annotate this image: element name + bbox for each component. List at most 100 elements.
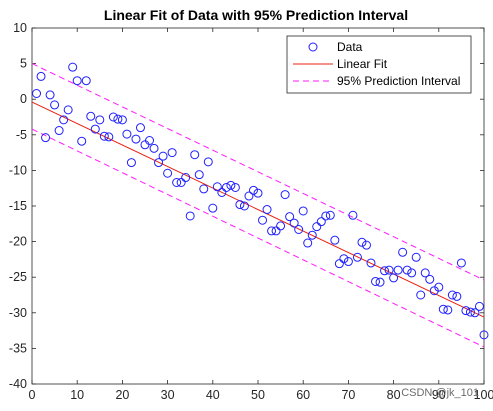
data-point (63, 105, 73, 115)
data-point (443, 305, 453, 315)
y-tick-label: -20 (9, 235, 27, 249)
data-point (334, 259, 344, 269)
data-point (280, 190, 290, 200)
data-point (248, 185, 258, 195)
y-tick-label: -40 (9, 377, 27, 391)
legend: Data Linear Fit 95% Prediction Interval (286, 35, 472, 94)
data-point (45, 90, 55, 100)
data-point (420, 268, 430, 278)
data-point (54, 126, 64, 136)
data-point (154, 158, 164, 168)
x-tick-label: 50 (251, 388, 265, 402)
series-layer (31, 62, 489, 348)
data-point (226, 180, 236, 190)
data-point (352, 252, 362, 262)
data-point (321, 211, 331, 221)
data-point (343, 257, 353, 267)
data-point (371, 276, 381, 286)
data-point (339, 254, 349, 264)
x-tick-label: 60 (296, 388, 310, 402)
data-point (393, 265, 403, 275)
data-point (479, 330, 489, 340)
data-point (366, 258, 376, 268)
legend-label-data: Data (337, 40, 363, 54)
prediction-interval-lower-line (31, 128, 485, 348)
data-point (253, 188, 263, 198)
y-tick-label: -25 (9, 270, 27, 284)
data-point (208, 203, 218, 213)
data-point (316, 217, 326, 227)
data-point (474, 301, 484, 311)
data-point (402, 265, 412, 275)
data-point (167, 148, 177, 158)
data-point (447, 290, 457, 300)
data-point (122, 129, 132, 139)
legend-label-fit: Linear Fit (337, 57, 388, 71)
data-point (117, 115, 127, 125)
data-point (230, 182, 240, 192)
data-point (149, 143, 159, 153)
data-point (59, 115, 69, 125)
data-point (32, 89, 42, 99)
data-point (380, 266, 390, 276)
data-point (407, 268, 417, 278)
data-point (375, 277, 385, 287)
data-point (99, 131, 109, 141)
data-point (398, 247, 408, 257)
legend-marker-data (308, 42, 318, 52)
x-tick-label: 80 (387, 388, 401, 402)
data-point (438, 304, 448, 314)
data-point (262, 205, 272, 215)
data-point (72, 76, 82, 86)
data-point (181, 173, 191, 183)
data-point (95, 115, 105, 125)
data-point (271, 226, 281, 236)
data-point (217, 187, 227, 197)
data-point (239, 201, 249, 211)
data-point (389, 273, 399, 283)
data-point (425, 274, 435, 284)
data-point (384, 265, 394, 275)
data-point (158, 151, 168, 161)
data-point (163, 168, 173, 178)
data-point (36, 71, 46, 81)
data-point (357, 237, 367, 247)
y-tick-label: -15 (9, 199, 27, 213)
data-point (81, 76, 91, 86)
data-point (113, 114, 123, 124)
data-point (104, 132, 114, 142)
x-tick-label: 20 (115, 388, 129, 402)
data-point (330, 235, 340, 245)
y-tick-label: 0 (20, 92, 27, 106)
data-point (185, 211, 195, 221)
x-tick-label: 10 (70, 388, 84, 402)
data-point (244, 191, 254, 201)
prediction-interval-upper-line (31, 63, 485, 281)
y-tick-label: -5 (16, 128, 27, 142)
data-point (131, 134, 141, 144)
data-point (190, 150, 200, 160)
legend-label-interval: 95% Prediction Interval (337, 74, 460, 88)
watermark: CSDN @jk_101 (401, 387, 479, 399)
data-point (145, 135, 155, 145)
data-point (90, 124, 100, 134)
data-point (221, 182, 231, 192)
data-point (298, 206, 308, 216)
x-tick-label: 70 (341, 388, 355, 402)
data-point (285, 212, 295, 222)
y-tick-label: -30 (9, 306, 27, 320)
x-tick-label: 40 (206, 388, 220, 402)
data-point (135, 123, 145, 133)
data-point (199, 184, 209, 194)
data-point (194, 170, 204, 180)
data-point (411, 252, 421, 262)
data-point (361, 240, 371, 250)
data-point (108, 112, 118, 122)
data-point (294, 224, 304, 234)
data-point (258, 215, 268, 225)
data-point (289, 218, 299, 228)
y-tick-label: 10 (13, 21, 27, 35)
x-tick-label: 30 (161, 388, 175, 402)
data-point (348, 210, 358, 220)
